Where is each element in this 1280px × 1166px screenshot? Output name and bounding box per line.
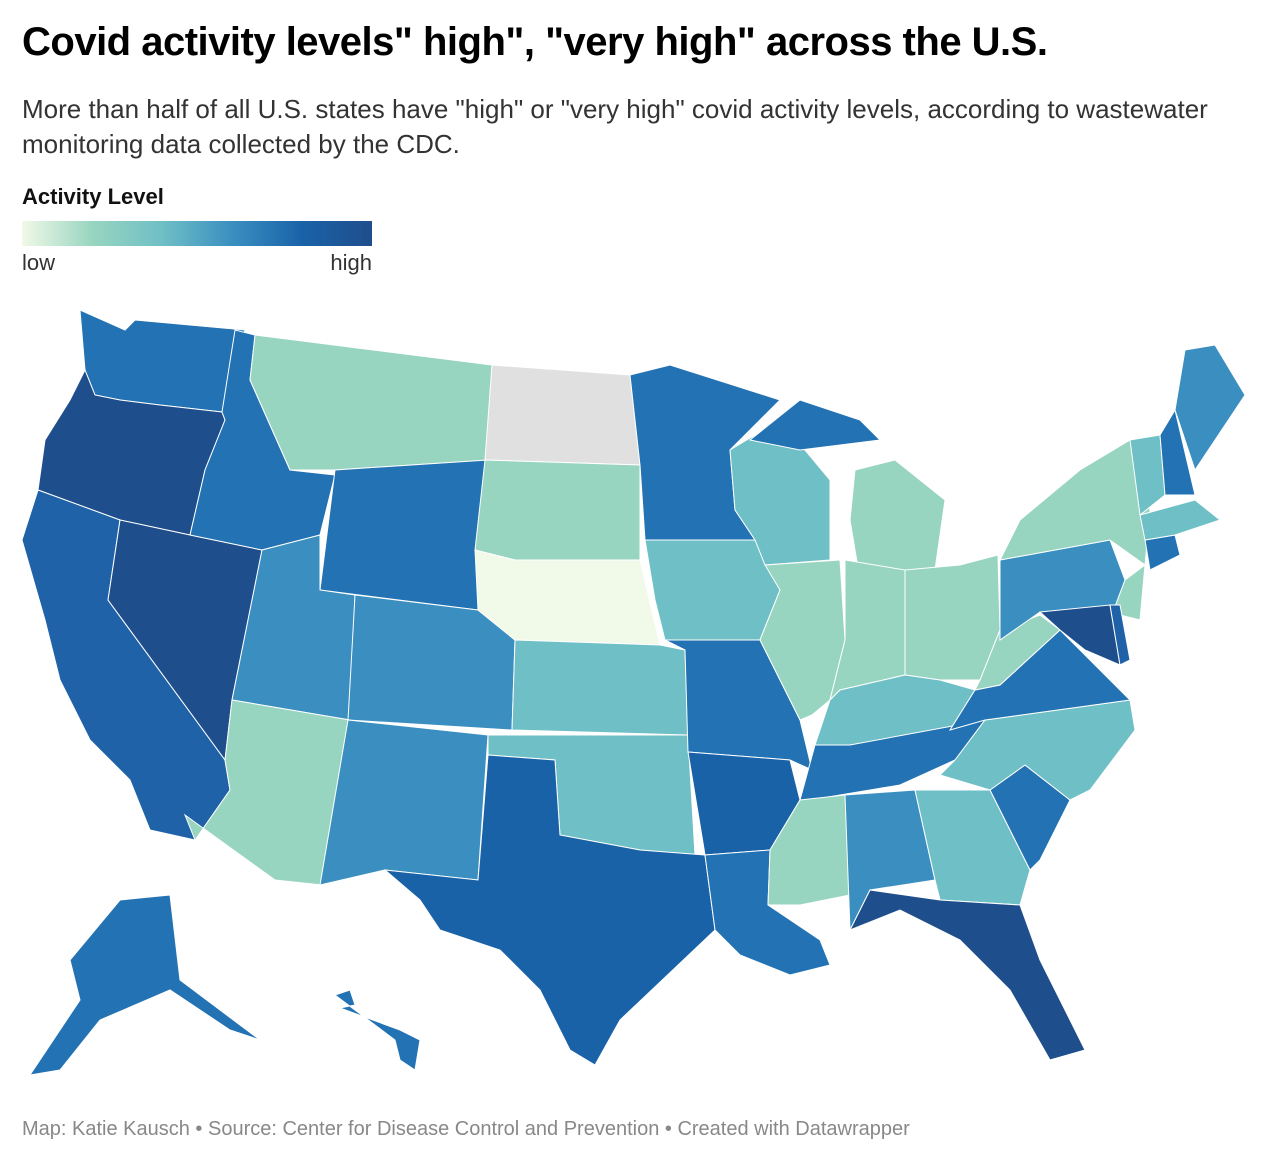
state (383, 754, 716, 1066)
subtitle: More than half of all U.S. states have "… (22, 94, 1208, 159)
state (999, 439, 1151, 566)
footer: Map: Katie Kausch • Source: Center for D… (22, 1118, 910, 1140)
map (21, 309, 1246, 1076)
state (904, 554, 1001, 681)
legend-low: low (22, 250, 56, 275)
state (849, 459, 946, 581)
state (848, 889, 1086, 1061)
state (748, 399, 882, 451)
state (249, 334, 493, 471)
state (1109, 604, 1131, 666)
state (474, 459, 641, 561)
state (1174, 344, 1246, 472)
state (484, 364, 641, 466)
state (1144, 534, 1181, 571)
legend-high: high (330, 250, 372, 275)
state (759, 559, 846, 721)
legend-title: Activity Level (22, 184, 164, 209)
state (333, 989, 421, 1071)
state (319, 719, 489, 886)
state (644, 539, 781, 641)
state (1139, 499, 1222, 541)
title: Covid activity levels" high", "very high… (22, 20, 1048, 64)
state (319, 459, 489, 611)
state (1038, 604, 1121, 666)
state (1159, 408, 1196, 496)
legend-gradient (22, 221, 372, 246)
state (28, 894, 261, 1076)
state (511, 639, 689, 736)
